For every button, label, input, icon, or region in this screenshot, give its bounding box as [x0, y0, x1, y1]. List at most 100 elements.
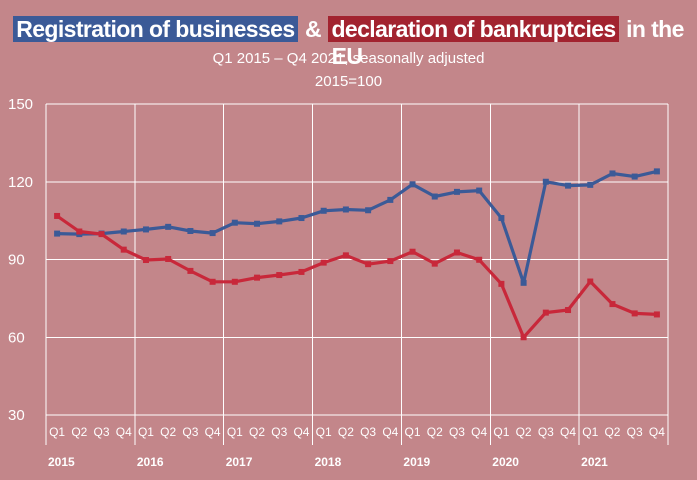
- year-label: 2019: [403, 455, 430, 469]
- data-point: [565, 307, 572, 314]
- x-tick-label: Q1: [405, 425, 421, 439]
- x-tick-label: Q2: [249, 425, 265, 439]
- data-point: [76, 228, 83, 235]
- data-point: [498, 280, 505, 287]
- x-tick-label: Q4: [116, 425, 132, 439]
- x-tick-label: Q2: [71, 425, 87, 439]
- series-line-0: [57, 169, 658, 285]
- data-point: [120, 228, 127, 235]
- x-tick-label: Q3: [94, 425, 110, 439]
- year-label: 2015: [48, 455, 75, 469]
- y-tick-label: 120: [8, 174, 33, 191]
- data-point: [342, 206, 349, 213]
- data-point: [453, 188, 460, 195]
- data-point: [142, 226, 149, 233]
- data-point: [120, 246, 127, 253]
- year-label: 2018: [315, 455, 342, 469]
- data-point: [520, 279, 527, 286]
- x-tick-label: Q3: [360, 425, 376, 439]
- title-bankruptcies: declaration of bankruptcies: [328, 16, 619, 42]
- x-tick-label: Q4: [382, 425, 398, 439]
- x-tick-label: Q1: [316, 425, 332, 439]
- chart-subtitle: Q1 2015 – Q4 2021, seasonally adjusted: [212, 50, 485, 67]
- data-point: [409, 181, 416, 188]
- data-point: [209, 230, 216, 237]
- data-point: [187, 227, 194, 234]
- year-label: 2020: [492, 455, 519, 469]
- data-point: [342, 252, 349, 259]
- y-tick-label: 150: [8, 96, 33, 113]
- x-tick-label: Q3: [449, 425, 465, 439]
- x-tick-label: Q3: [627, 425, 643, 439]
- x-tick-label: Q4: [205, 425, 221, 439]
- x-tick-label: Q4: [649, 425, 665, 439]
- data-point: [542, 309, 549, 316]
- data-point: [365, 261, 372, 268]
- data-point: [254, 274, 261, 281]
- x-tick-label: Q3: [271, 425, 287, 439]
- x-tick-label: Q3: [182, 425, 198, 439]
- data-point: [231, 219, 238, 226]
- data-point: [54, 230, 61, 237]
- data-point: [387, 258, 394, 265]
- x-tick-label: Q4: [293, 425, 309, 439]
- x-tick-label: Q2: [338, 425, 354, 439]
- data-point: [365, 207, 372, 214]
- title-eu: in the EU: [331, 16, 685, 69]
- x-tick-label: Q2: [427, 425, 443, 439]
- data-point: [653, 168, 660, 175]
- data-point: [565, 182, 572, 189]
- data-point: [609, 170, 616, 177]
- data-point: [209, 278, 216, 285]
- y-tick-label: 30: [8, 407, 25, 424]
- data-point: [187, 267, 194, 274]
- data-point: [298, 268, 305, 275]
- data-point: [631, 310, 638, 317]
- data-point: [476, 256, 483, 263]
- x-tick-label: Q1: [582, 425, 598, 439]
- x-tick-label: Q1: [138, 425, 154, 439]
- data-point: [320, 259, 327, 266]
- data-point: [653, 311, 660, 318]
- data-point: [98, 231, 105, 238]
- y-tick-label: 90: [8, 252, 25, 269]
- x-tick-label: Q1: [227, 425, 243, 439]
- data-point: [409, 248, 416, 255]
- x-tick-label: Q2: [516, 425, 532, 439]
- data-point: [520, 334, 527, 341]
- data-point: [231, 278, 238, 285]
- data-point: [387, 196, 394, 203]
- data-point: [587, 278, 594, 285]
- data-point: [165, 255, 172, 262]
- data-point: [431, 260, 438, 267]
- x-tick-label: Q1: [493, 425, 509, 439]
- chart-title: Registration of businesses & declaration…: [0, 16, 697, 70]
- data-point: [542, 178, 549, 185]
- data-point: [276, 218, 283, 225]
- x-tick-label: Q2: [604, 425, 620, 439]
- x-tick-label: Q2: [160, 425, 176, 439]
- series-line-1: [56, 214, 657, 339]
- data-point: [142, 257, 149, 264]
- title-ampersand: &: [305, 16, 322, 42]
- data-point: [165, 223, 172, 230]
- year-label: 2021: [581, 455, 608, 469]
- x-tick-label: Q1: [49, 425, 65, 439]
- data-point: [431, 193, 438, 200]
- data-point: [476, 187, 483, 194]
- base-note: 2015=100: [314, 73, 383, 90]
- data-point: [276, 272, 283, 279]
- data-point: [631, 173, 638, 180]
- data-point: [254, 220, 261, 227]
- data-point: [320, 207, 327, 214]
- x-tick-label: Q3: [538, 425, 554, 439]
- data-point: [587, 181, 594, 188]
- title-businesses: Registration of businesses: [13, 16, 298, 42]
- year-label: 2016: [137, 455, 164, 469]
- data-point: [453, 249, 460, 256]
- data-point: [498, 215, 505, 222]
- year-label: 2017: [226, 455, 253, 469]
- x-tick-label: Q4: [560, 425, 576, 439]
- y-tick-label: 60: [8, 329, 25, 346]
